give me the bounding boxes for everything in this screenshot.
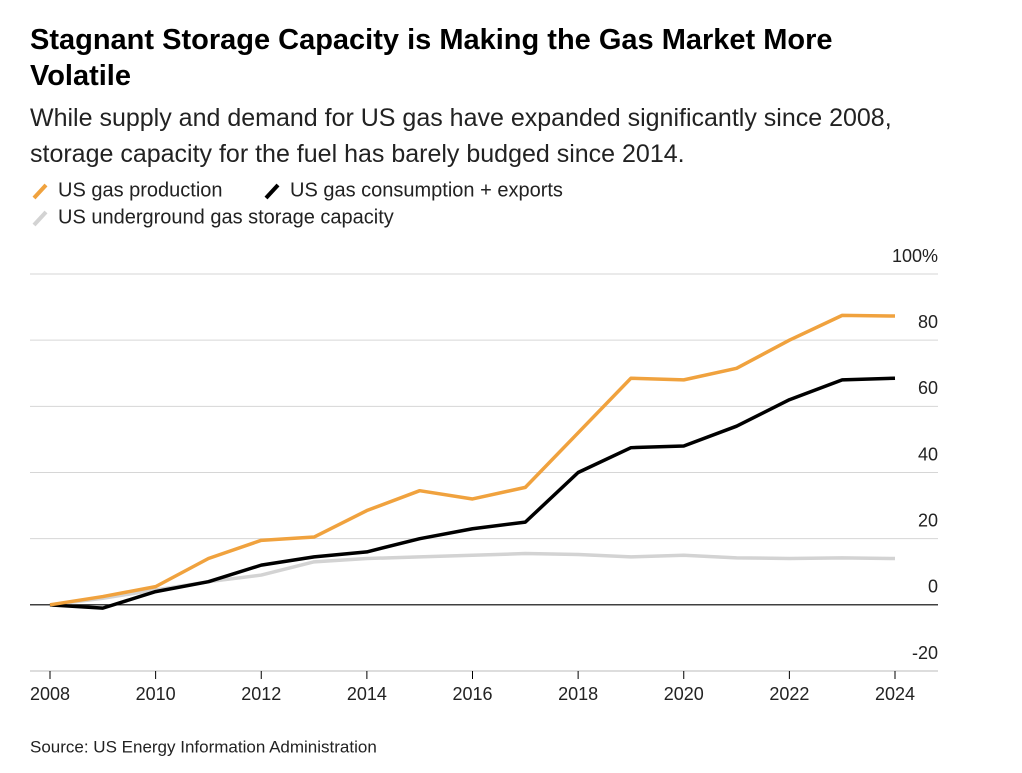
y-tick-label: 0 (928, 577, 938, 597)
y-tick-label: -20 (912, 643, 938, 663)
source-note: Source: US Energy Information Administra… (30, 737, 377, 756)
legend-swatch (32, 210, 48, 227)
legend-label: US gas production (58, 179, 223, 201)
y-tick-label: 60 (918, 378, 938, 398)
legend-label: US underground gas storage capacity (58, 206, 394, 228)
series-line (49, 313, 896, 607)
y-tick-label: 80 (918, 312, 938, 332)
x-tick-label: 2010 (136, 684, 176, 704)
x-tick-label: 2014 (347, 684, 387, 704)
x-tick-label: 2008 (30, 684, 70, 704)
y-tick-label: 20 (918, 510, 938, 530)
x-tick-label: 2022 (769, 684, 809, 704)
chart-title: Stagnant Storage Capacity is Making the … (30, 24, 833, 92)
y-tick-label: 40 (918, 444, 938, 464)
series-line (49, 551, 896, 607)
x-tick-label: 2024 (875, 684, 915, 704)
x-tick-label: 2020 (664, 684, 704, 704)
x-tick-label: 2016 (452, 684, 492, 704)
legend-swatch (32, 183, 48, 200)
x-tick-label: 2018 (558, 684, 598, 704)
x-tick-label: 2012 (241, 684, 281, 704)
legend-label: US gas consumption + exports (290, 179, 563, 201)
series-line (49, 376, 896, 610)
legend-swatch (264, 183, 280, 200)
chart-subtitle: While supply and demand for US gas have … (30, 104, 892, 168)
y-tick-label: 100% (892, 246, 938, 266)
